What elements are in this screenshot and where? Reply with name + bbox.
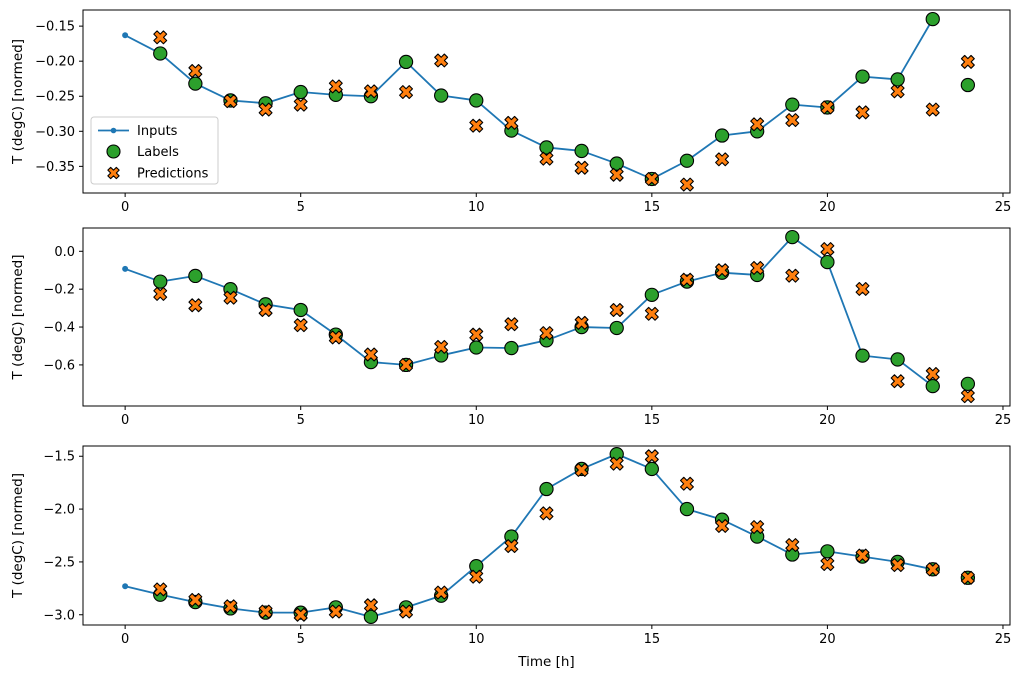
x-axis: 0 5 10 15 20 25: [121, 193, 1011, 215]
x-tick-label: 0: [121, 200, 129, 215]
y-axis: 0.0 −0.2 −0.4 −0.6: [43, 245, 83, 373]
labels-circle-markers: [153, 446, 976, 625]
predictions-x-markers: [153, 242, 975, 404]
legend-item-predictions: Predictions: [107, 166, 209, 182]
y-axis-label: T (degC) [normed]: [10, 473, 26, 599]
x-axis: 0 5 10 15 20 25: [121, 625, 1011, 647]
legend-box: [90, 116, 219, 185]
x-axis-label: Time [h]: [517, 654, 574, 670]
thick-x-icon: [107, 166, 120, 180]
x-tick-label: 20: [819, 632, 836, 647]
inputs-dot-markers: [122, 16, 936, 182]
x-tick-label: 20: [819, 200, 836, 215]
axes-spines: [82, 227, 1011, 407]
x-tick-label: 5: [297, 632, 305, 647]
legend-item-labels: Labels: [106, 144, 179, 160]
legend-item-label: Labels: [137, 145, 179, 160]
predictions-x-markers: [153, 30, 975, 192]
x-tick-label: 5: [297, 200, 305, 215]
subplot-3: −1.5 −2.0 −2.5 −3.0 0 5 10 15 20 25 T (degC) [norm…: [10, 445, 1011, 670]
inputs-line: [124, 236, 934, 387]
inputs-dot-markers: [122, 234, 936, 390]
x-tick-label: 25: [995, 413, 1012, 428]
y-tick-label: −0.2: [43, 283, 75, 298]
x-tick-label: 15: [644, 632, 661, 647]
y-tick-label: −0.35: [35, 160, 75, 175]
subplot-2: 0.0 −0.2 −0.4 −0.6 0 5 10 15 20 25 T (degC) [norme…: [10, 227, 1011, 428]
axes-spines: [82, 445, 1011, 626]
x-tick-label: 25: [995, 632, 1012, 647]
x-tick-label: 0: [121, 632, 129, 647]
x-tick-label: 20: [819, 413, 836, 428]
y-tick-label: −1.5: [43, 450, 75, 465]
x-tick-label: 15: [644, 413, 661, 428]
inputs-line: [124, 453, 933, 618]
y-tick-label: −0.15: [35, 20, 75, 35]
x-tick-label: 10: [468, 413, 485, 428]
x-tick-label: 10: [468, 632, 485, 647]
labels-circle-markers: [153, 229, 976, 394]
y-tick-label: 0.0: [54, 245, 75, 260]
legend: Inputs Labels Predictions: [90, 116, 219, 185]
x-tick-label: 15: [644, 200, 661, 215]
y-tick-label: −0.25: [35, 90, 75, 105]
filled-circle-icon: [106, 144, 121, 159]
y-tick-label: −0.6: [43, 358, 75, 373]
inputs-line: [124, 18, 934, 180]
predictions-x-markers: [153, 449, 975, 622]
x-tick-label: 10: [468, 200, 485, 215]
x-tick-label: 5: [297, 413, 305, 428]
y-tick-label: −0.4: [43, 321, 75, 336]
inputs-dot-markers: [122, 451, 936, 620]
subplot-1: −0.15 −0.20 −0.25 −0.30 −0.35 0 5 10 15 20 25 T (de…: [10, 9, 1011, 215]
y-tick-label: −0.20: [35, 55, 75, 70]
x-axis: 0 5 10 15 20 25: [121, 406, 1011, 428]
legend-item-label: Inputs: [137, 124, 178, 139]
x-tick-label: 0: [121, 413, 129, 428]
legend-item-label: Predictions: [137, 167, 209, 182]
y-tick-label: −2.0: [43, 503, 75, 518]
y-axis: −1.5 −2.0 −2.5 −3.0: [43, 450, 83, 623]
y-axis-label: T (degC) [normed]: [10, 39, 26, 165]
axes-spines: [82, 9, 1011, 194]
legend-item-inputs: Inputs: [98, 124, 178, 139]
y-axis: −0.15 −0.20 −0.25 −0.30 −0.35: [35, 20, 83, 175]
y-tick-label: −3.0: [43, 608, 75, 623]
y-axis-label: T (degC) [normed]: [10, 255, 26, 381]
y-tick-label: −0.30: [35, 125, 75, 140]
y-tick-label: −2.5: [43, 555, 75, 570]
x-tick-label: 25: [995, 200, 1012, 215]
